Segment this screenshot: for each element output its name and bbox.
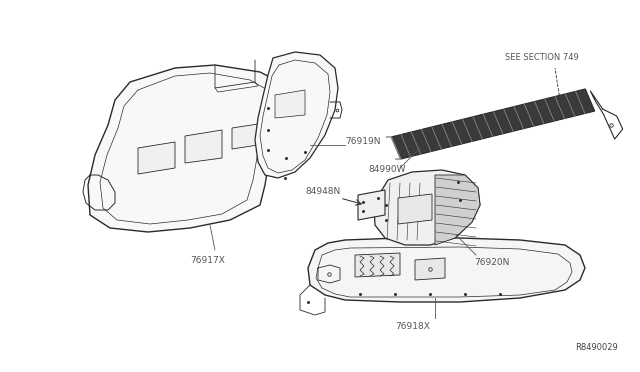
Text: 76919N: 76919N — [345, 138, 381, 147]
Polygon shape — [185, 130, 222, 163]
Polygon shape — [391, 89, 595, 159]
Polygon shape — [398, 194, 432, 224]
Text: R8490029: R8490029 — [575, 343, 618, 352]
Text: 76917X: 76917X — [190, 256, 225, 265]
Polygon shape — [358, 190, 385, 220]
Polygon shape — [415, 258, 445, 280]
Polygon shape — [308, 238, 585, 302]
Text: 84990W: 84990W — [368, 165, 406, 174]
Text: SEE SECTION 749: SEE SECTION 749 — [505, 53, 579, 62]
Polygon shape — [435, 175, 480, 245]
Polygon shape — [355, 253, 400, 277]
Polygon shape — [275, 90, 305, 118]
Text: 84948N: 84948N — [305, 187, 340, 196]
Polygon shape — [374, 170, 480, 245]
Text: 76918X: 76918X — [395, 322, 430, 331]
Polygon shape — [88, 65, 300, 232]
Polygon shape — [138, 142, 175, 174]
Polygon shape — [232, 124, 258, 149]
Text: 76920N: 76920N — [474, 258, 509, 267]
Polygon shape — [255, 52, 338, 178]
